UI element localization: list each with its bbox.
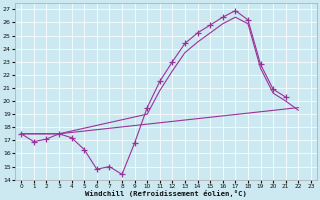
X-axis label: Windchill (Refroidissement éolien,°C): Windchill (Refroidissement éolien,°C) [85,190,247,197]
